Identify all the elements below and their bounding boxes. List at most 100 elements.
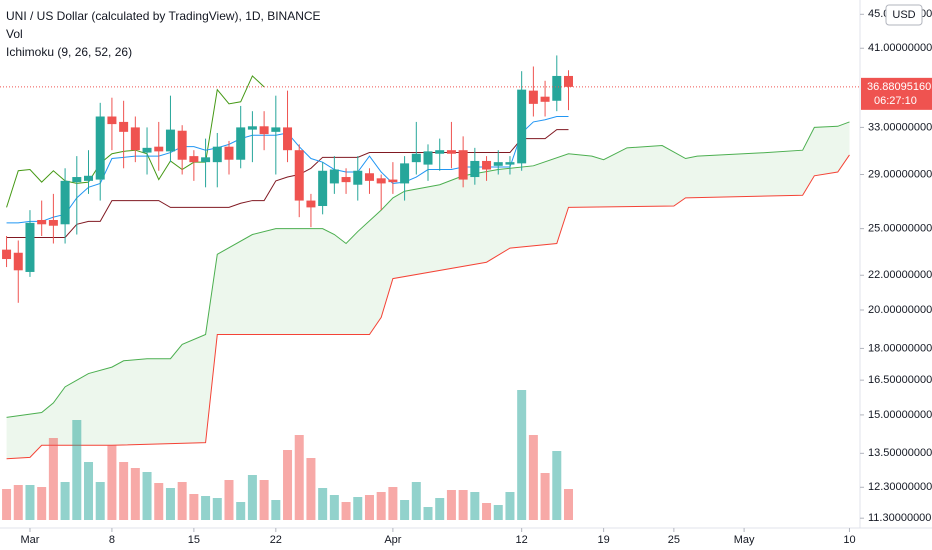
volume-bar xyxy=(470,492,480,520)
volume-bar xyxy=(353,497,363,520)
candle-body xyxy=(271,127,281,132)
y-tick-label: 29.00000000 xyxy=(868,168,932,180)
volume-bar xyxy=(212,498,222,520)
volume-bar xyxy=(72,420,82,520)
volume-bar xyxy=(528,435,538,520)
candle-body xyxy=(119,121,129,132)
candle-body xyxy=(435,150,445,154)
volume-bar xyxy=(236,502,246,520)
candle-body xyxy=(189,156,199,163)
y-tick-label: 12.30000000 xyxy=(868,481,932,493)
candle-body xyxy=(341,177,351,183)
candle-body xyxy=(60,180,70,225)
volume-bar xyxy=(177,482,187,520)
candle-body xyxy=(247,126,257,130)
candle-body xyxy=(2,249,12,260)
candle-body xyxy=(540,96,550,102)
volume-bar xyxy=(435,498,445,520)
last-price-badge xyxy=(861,77,932,110)
volume-bar xyxy=(446,490,456,520)
volume-bar xyxy=(48,438,58,520)
ichimoku-legend: Ichimoku (9, 26, 52, 26) xyxy=(6,45,132,59)
candle-body xyxy=(283,127,293,151)
volume-bar xyxy=(329,495,339,520)
volume-bar xyxy=(271,500,281,520)
candle-body xyxy=(154,146,164,152)
volume-bar xyxy=(540,473,550,520)
volume-bar xyxy=(493,505,503,520)
x-tick-label: 8 xyxy=(109,534,115,546)
volume-bar xyxy=(306,458,316,520)
candle-body xyxy=(563,75,573,87)
x-tick-label: May xyxy=(734,534,755,546)
candle-body xyxy=(84,175,94,181)
x-tick-label: Apr xyxy=(384,534,401,546)
volume-bar xyxy=(107,445,117,520)
candle-body xyxy=(552,75,562,101)
plot-area xyxy=(2,55,850,520)
volume-bar xyxy=(37,487,47,520)
y-tick-label: 22.00000000 xyxy=(868,269,932,281)
y-tick-label: 13.50000000 xyxy=(868,447,932,459)
volume-bar xyxy=(376,492,386,520)
candle-body xyxy=(364,173,374,181)
volume-bar xyxy=(130,468,140,520)
volume-bar xyxy=(482,503,492,520)
candle-body xyxy=(353,170,363,185)
volume-bar xyxy=(60,482,70,520)
candle-body xyxy=(236,127,246,160)
volume-bar xyxy=(283,450,293,520)
candle-body xyxy=(25,222,35,272)
candle-body xyxy=(376,178,386,184)
candle-body xyxy=(224,146,234,160)
y-tick-label: 33.00000000 xyxy=(868,121,932,133)
volume-bar xyxy=(189,494,199,520)
x-tick-label: 15 xyxy=(188,534,200,546)
candle-body xyxy=(493,162,503,166)
candle-body xyxy=(95,116,105,180)
candle-body xyxy=(306,200,316,208)
volume-bar xyxy=(563,489,573,520)
candle-body xyxy=(423,151,433,165)
candle-body xyxy=(165,129,175,152)
candle-body xyxy=(107,116,117,125)
candle-body xyxy=(259,126,269,135)
candle-body xyxy=(130,127,140,151)
volume-bar xyxy=(13,485,23,520)
volume-bar xyxy=(165,488,175,520)
volume-bar xyxy=(201,496,211,520)
y-tick-label: 25.00000000 xyxy=(868,223,932,235)
candle-body xyxy=(37,219,47,225)
volume-bar xyxy=(294,435,304,520)
currency-label: USD xyxy=(892,9,915,21)
volume-bar xyxy=(423,507,433,520)
volume-bar xyxy=(458,490,468,520)
candle-body xyxy=(411,153,421,163)
volume-legend: Vol xyxy=(6,27,23,41)
volume-bar xyxy=(84,462,94,520)
candle-body xyxy=(458,150,468,180)
candle-body xyxy=(400,163,410,184)
candle-body xyxy=(294,150,304,201)
countdown-label: 06:27:10 xyxy=(874,95,917,107)
x-tick-label: 22 xyxy=(270,534,282,546)
volume-bar xyxy=(388,487,398,520)
volume-bar xyxy=(247,475,257,520)
volume-bar xyxy=(95,482,105,520)
candle-body xyxy=(142,147,152,153)
volume-bar xyxy=(411,482,421,520)
volume-bar xyxy=(154,483,164,520)
candle-body xyxy=(201,157,211,163)
candle-body xyxy=(505,162,515,165)
y-tick-label: 15.00000000 xyxy=(868,409,932,421)
candle-body xyxy=(177,130,187,160)
x-tick-label: 25 xyxy=(668,534,680,546)
candle-body xyxy=(212,146,222,163)
candle-body xyxy=(470,160,480,178)
volume-bar xyxy=(517,390,527,520)
volume-bar xyxy=(259,480,269,520)
volume-bar xyxy=(400,500,410,520)
chart-title: UNI / US Dollar (calculated by TradingVi… xyxy=(6,9,321,23)
